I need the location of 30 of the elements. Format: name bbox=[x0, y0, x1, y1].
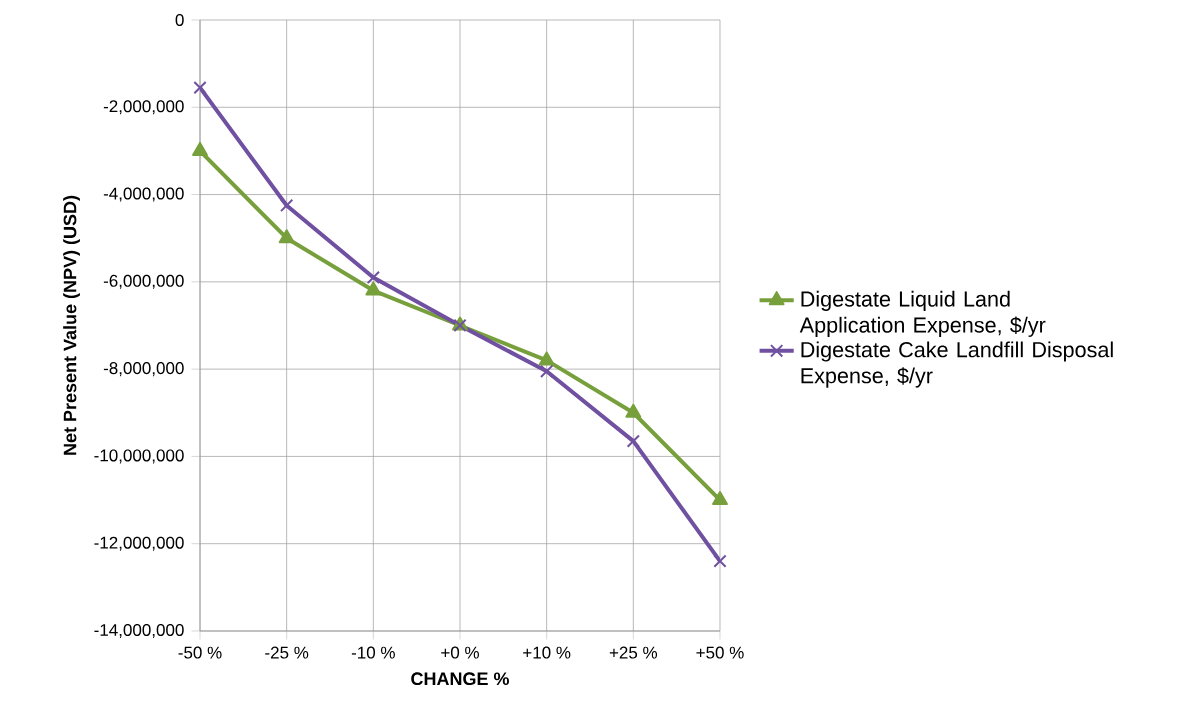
y-tick-label: -10,000,000 bbox=[94, 449, 184, 464]
x-axis-title: CHANGE % bbox=[411, 672, 509, 686]
point bbox=[366, 270, 380, 285]
x-tick-label: -10 % bbox=[351, 646, 395, 659]
point bbox=[538, 351, 555, 366]
point bbox=[193, 80, 207, 95]
x-tick-label: +0 % bbox=[441, 646, 479, 659]
point bbox=[712, 491, 728, 506]
legend-label: Digestate Cake Landfill Disposal Expense, $/yr bbox=[801, 341, 1113, 388]
y-tick-label: -6,000,000 bbox=[103, 274, 184, 289]
x-tick-label: +25 % bbox=[609, 646, 658, 659]
y-axis-title: Net Present Value (NPV) (USD) bbox=[63, 195, 80, 455]
point bbox=[713, 554, 727, 568]
point bbox=[365, 281, 382, 296]
y-tick-label: 0 bbox=[175, 13, 184, 26]
point bbox=[540, 364, 554, 378]
x-tick-label: +50 % bbox=[696, 646, 744, 659]
y-tick-label: -14,000,000 bbox=[94, 623, 184, 638]
x-tick-label: +10 % bbox=[523, 646, 571, 659]
point bbox=[625, 403, 642, 418]
point bbox=[278, 229, 295, 244]
y-tick-label: -4,000,000 bbox=[103, 187, 184, 202]
legend-label: Digestate Liquid Land Application Expense, $/yr bbox=[799, 290, 1046, 337]
x-tick-label: -50 % bbox=[178, 646, 222, 659]
y-tick-label: -12,000,000 bbox=[94, 536, 184, 551]
point bbox=[192, 141, 208, 156]
y-tick-label: -8,000,000 bbox=[103, 362, 184, 377]
x-tick-label: -25 % bbox=[265, 646, 309, 659]
point bbox=[626, 434, 640, 448]
y-tick-label: -2,000,000 bbox=[103, 100, 184, 115]
